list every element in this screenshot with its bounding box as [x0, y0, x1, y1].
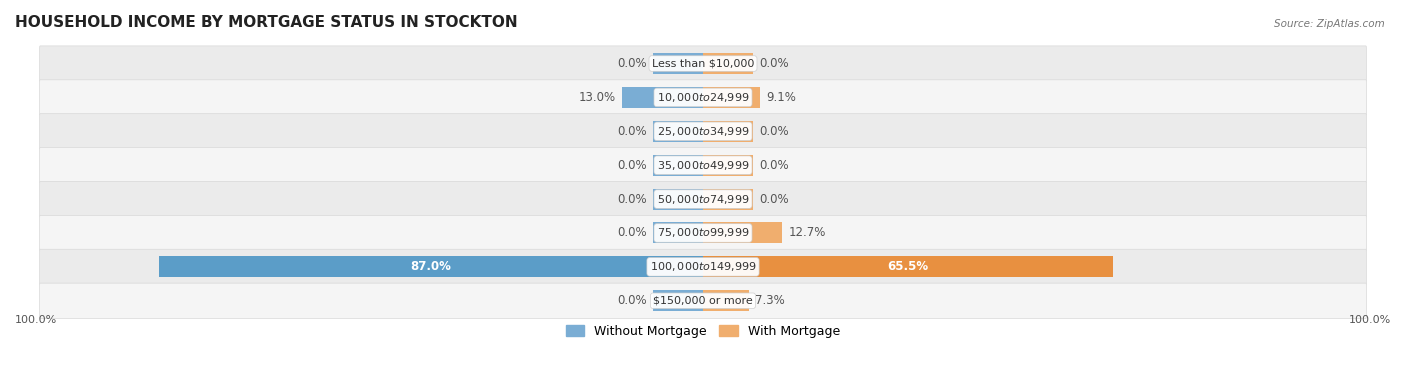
Bar — [703, 155, 754, 176]
Bar — [703, 87, 759, 108]
Text: 100.0%: 100.0% — [15, 315, 58, 325]
Bar — [703, 53, 754, 74]
Text: 0.0%: 0.0% — [617, 125, 647, 138]
FancyBboxPatch shape — [39, 147, 1367, 183]
Text: $100,000 to $149,999: $100,000 to $149,999 — [650, 261, 756, 273]
Bar — [703, 188, 754, 210]
Text: 87.0%: 87.0% — [411, 261, 451, 273]
Text: 100.0%: 100.0% — [1348, 315, 1391, 325]
Text: $75,000 to $99,999: $75,000 to $99,999 — [657, 227, 749, 239]
FancyBboxPatch shape — [39, 283, 1367, 319]
FancyBboxPatch shape — [39, 114, 1367, 149]
Text: 7.3%: 7.3% — [755, 294, 785, 307]
Text: 0.0%: 0.0% — [617, 294, 647, 307]
Bar — [652, 155, 703, 176]
Text: 13.0%: 13.0% — [578, 91, 616, 104]
Text: $10,000 to $24,999: $10,000 to $24,999 — [657, 91, 749, 104]
Text: 0.0%: 0.0% — [759, 159, 789, 172]
FancyBboxPatch shape — [39, 80, 1367, 115]
Text: 0.0%: 0.0% — [759, 193, 789, 205]
Bar — [703, 256, 1112, 277]
Text: 0.0%: 0.0% — [759, 57, 789, 70]
Text: 0.0%: 0.0% — [617, 159, 647, 172]
Text: Source: ZipAtlas.com: Source: ZipAtlas.com — [1274, 19, 1385, 29]
Text: $50,000 to $74,999: $50,000 to $74,999 — [657, 193, 749, 205]
Text: 0.0%: 0.0% — [759, 125, 789, 138]
Bar — [703, 121, 754, 142]
Text: 0.0%: 0.0% — [617, 57, 647, 70]
Text: 0.0%: 0.0% — [617, 193, 647, 205]
Bar — [652, 53, 703, 74]
Bar — [703, 290, 748, 311]
Bar — [159, 256, 703, 277]
Text: 12.7%: 12.7% — [789, 227, 827, 239]
Bar — [652, 121, 703, 142]
Text: 0.0%: 0.0% — [617, 227, 647, 239]
FancyBboxPatch shape — [39, 46, 1367, 81]
FancyBboxPatch shape — [39, 215, 1367, 251]
Bar — [652, 290, 703, 311]
FancyBboxPatch shape — [39, 249, 1367, 285]
Text: $35,000 to $49,999: $35,000 to $49,999 — [657, 159, 749, 172]
Text: $150,000 or more: $150,000 or more — [654, 296, 752, 306]
Bar — [652, 188, 703, 210]
Bar — [621, 87, 703, 108]
Text: $25,000 to $34,999: $25,000 to $34,999 — [657, 125, 749, 138]
FancyBboxPatch shape — [39, 181, 1367, 217]
Bar — [652, 222, 703, 244]
Text: Less than $10,000: Less than $10,000 — [652, 58, 754, 69]
Legend: Without Mortgage, With Mortgage: Without Mortgage, With Mortgage — [561, 320, 845, 343]
Text: HOUSEHOLD INCOME BY MORTGAGE STATUS IN STOCKTON: HOUSEHOLD INCOME BY MORTGAGE STATUS IN S… — [15, 15, 517, 30]
Text: 9.1%: 9.1% — [766, 91, 796, 104]
Bar — [703, 222, 782, 244]
Text: 65.5%: 65.5% — [887, 261, 928, 273]
